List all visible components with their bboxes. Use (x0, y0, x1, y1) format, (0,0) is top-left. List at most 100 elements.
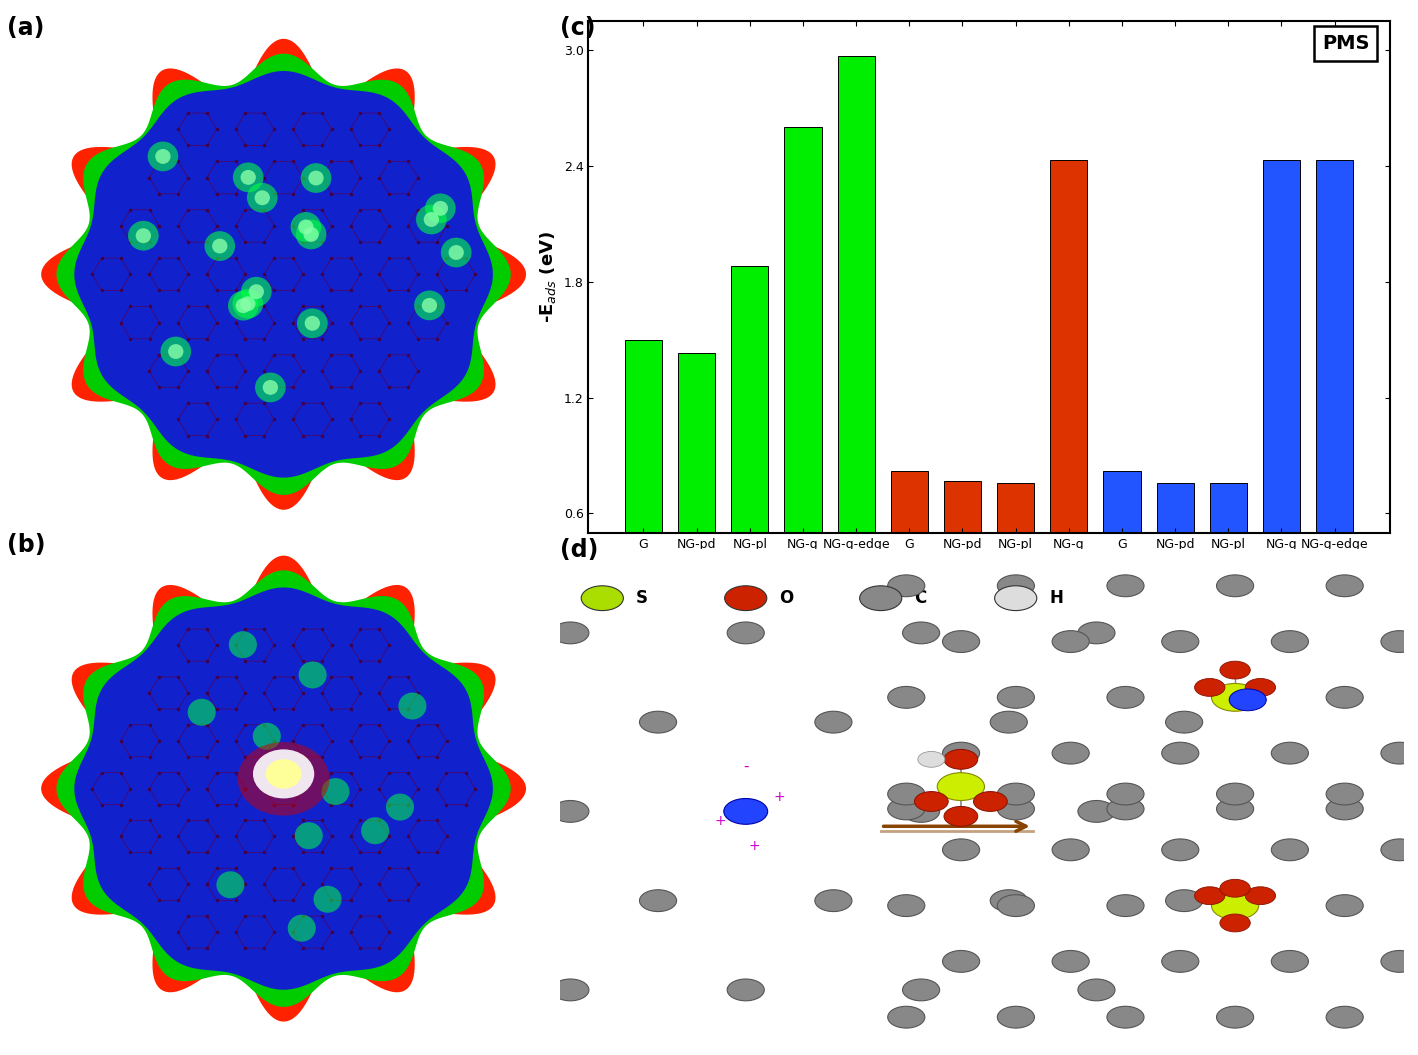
Text: +: + (774, 789, 786, 804)
Ellipse shape (156, 149, 170, 164)
Text: S: S (637, 589, 648, 608)
Ellipse shape (241, 276, 272, 307)
Circle shape (1217, 783, 1254, 805)
Ellipse shape (233, 289, 264, 319)
Circle shape (1211, 891, 1259, 920)
Circle shape (201, 622, 238, 644)
Circle shape (1194, 887, 1225, 904)
Circle shape (815, 711, 852, 733)
Bar (1210, 482, 1246, 533)
Circle shape (974, 791, 1007, 811)
Circle shape (1078, 622, 1115, 644)
Polygon shape (74, 588, 493, 990)
Circle shape (943, 631, 980, 652)
Circle shape (1219, 661, 1251, 679)
Ellipse shape (415, 205, 447, 234)
Circle shape (1107, 687, 1144, 708)
Ellipse shape (305, 315, 320, 330)
Circle shape (902, 979, 940, 1001)
Circle shape (997, 783, 1035, 805)
Ellipse shape (362, 818, 389, 844)
Circle shape (888, 575, 925, 597)
Circle shape (727, 801, 764, 822)
Circle shape (1381, 951, 1418, 973)
Circle shape (902, 622, 940, 644)
Bar (1316, 160, 1353, 533)
Bar (1157, 482, 1194, 533)
Circle shape (1161, 743, 1198, 764)
Circle shape (1381, 839, 1418, 861)
Circle shape (723, 799, 767, 824)
Circle shape (1078, 801, 1115, 822)
Circle shape (464, 711, 501, 733)
Text: (a): (a) (7, 16, 44, 40)
Circle shape (1272, 631, 1309, 652)
Text: +: + (749, 839, 760, 853)
Circle shape (997, 1006, 1035, 1028)
Ellipse shape (187, 698, 216, 726)
Ellipse shape (421, 298, 437, 313)
Bar (625, 340, 662, 533)
Circle shape (640, 711, 676, 733)
Circle shape (1326, 687, 1363, 708)
Circle shape (376, 622, 414, 644)
Circle shape (888, 798, 925, 820)
Ellipse shape (228, 291, 258, 321)
Text: -: - (743, 760, 749, 774)
Circle shape (1217, 575, 1254, 597)
Ellipse shape (295, 822, 323, 849)
Circle shape (997, 687, 1035, 708)
Ellipse shape (265, 760, 302, 788)
Polygon shape (41, 39, 526, 510)
Circle shape (815, 889, 852, 912)
Ellipse shape (160, 337, 191, 366)
Ellipse shape (241, 170, 255, 185)
Circle shape (289, 711, 326, 733)
Circle shape (1107, 798, 1144, 820)
Ellipse shape (441, 237, 472, 267)
Circle shape (1229, 689, 1266, 711)
Ellipse shape (386, 793, 414, 821)
Circle shape (888, 895, 925, 917)
Text: (b): (b) (7, 533, 45, 557)
Circle shape (552, 801, 588, 822)
Bar (1103, 471, 1140, 533)
Circle shape (902, 801, 940, 822)
Bar (1051, 160, 1088, 533)
Circle shape (1326, 798, 1363, 820)
Ellipse shape (213, 238, 227, 253)
Polygon shape (74, 71, 493, 478)
Text: C: C (915, 589, 927, 608)
Circle shape (464, 889, 501, 912)
Circle shape (915, 791, 949, 811)
Text: H: H (1049, 589, 1064, 608)
Circle shape (937, 772, 984, 801)
Circle shape (1326, 783, 1363, 805)
Circle shape (997, 895, 1035, 917)
Polygon shape (57, 54, 510, 495)
Ellipse shape (252, 723, 281, 750)
Ellipse shape (298, 219, 313, 234)
Circle shape (1107, 895, 1144, 917)
Circle shape (1107, 575, 1144, 597)
Circle shape (727, 622, 764, 644)
Text: O: O (780, 589, 794, 608)
Ellipse shape (238, 742, 329, 816)
Bar (784, 128, 821, 533)
Ellipse shape (398, 692, 427, 720)
Circle shape (201, 801, 238, 822)
Ellipse shape (247, 183, 278, 213)
Circle shape (1166, 889, 1202, 912)
Circle shape (1161, 951, 1198, 973)
Circle shape (289, 889, 326, 912)
Circle shape (1219, 879, 1251, 897)
Ellipse shape (296, 308, 328, 339)
Circle shape (888, 687, 925, 708)
Circle shape (990, 711, 1027, 733)
Ellipse shape (414, 290, 445, 321)
Bar (1263, 160, 1300, 533)
Circle shape (888, 783, 925, 805)
Circle shape (1052, 743, 1089, 764)
Bar (891, 471, 927, 533)
Ellipse shape (301, 164, 332, 193)
